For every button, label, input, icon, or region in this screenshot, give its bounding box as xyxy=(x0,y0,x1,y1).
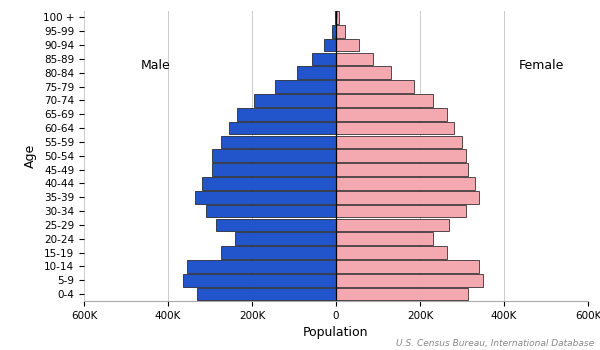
Bar xyxy=(336,135,462,148)
Bar xyxy=(324,39,336,51)
Bar xyxy=(336,260,479,273)
Bar xyxy=(336,39,359,51)
Bar xyxy=(197,288,336,300)
Bar xyxy=(212,163,336,176)
Bar xyxy=(336,191,479,204)
Bar xyxy=(336,108,448,121)
Bar xyxy=(202,177,336,190)
Bar xyxy=(336,163,469,176)
Bar xyxy=(221,135,336,148)
Bar xyxy=(335,11,336,24)
Bar xyxy=(336,122,454,134)
Bar xyxy=(332,25,336,37)
Bar xyxy=(182,274,336,287)
Bar xyxy=(196,191,336,204)
Bar xyxy=(217,218,336,231)
Bar xyxy=(336,246,448,259)
Text: Male: Male xyxy=(140,60,170,72)
Bar xyxy=(336,218,449,231)
Bar xyxy=(336,149,466,162)
Bar xyxy=(298,66,336,79)
Bar xyxy=(238,108,336,121)
Bar xyxy=(254,94,336,107)
Bar xyxy=(275,80,336,93)
Bar xyxy=(336,66,391,79)
Bar xyxy=(336,11,339,24)
Bar xyxy=(229,122,336,134)
Bar xyxy=(336,25,345,37)
Bar xyxy=(235,232,336,245)
X-axis label: Population: Population xyxy=(303,326,369,339)
Bar xyxy=(212,149,336,162)
Bar xyxy=(336,274,483,287)
Text: U.S. Census Bureau, International Database: U.S. Census Bureau, International Databa… xyxy=(396,339,594,348)
Bar xyxy=(312,52,336,65)
Y-axis label: Age: Age xyxy=(24,144,37,168)
Bar xyxy=(336,288,469,300)
Bar xyxy=(187,260,336,273)
Bar xyxy=(221,246,336,259)
Bar xyxy=(336,52,373,65)
Text: Female: Female xyxy=(519,60,565,72)
Bar xyxy=(336,177,475,190)
Bar xyxy=(336,94,433,107)
Bar xyxy=(336,80,414,93)
Bar xyxy=(336,232,433,245)
Bar xyxy=(206,205,336,217)
Bar xyxy=(336,205,466,217)
